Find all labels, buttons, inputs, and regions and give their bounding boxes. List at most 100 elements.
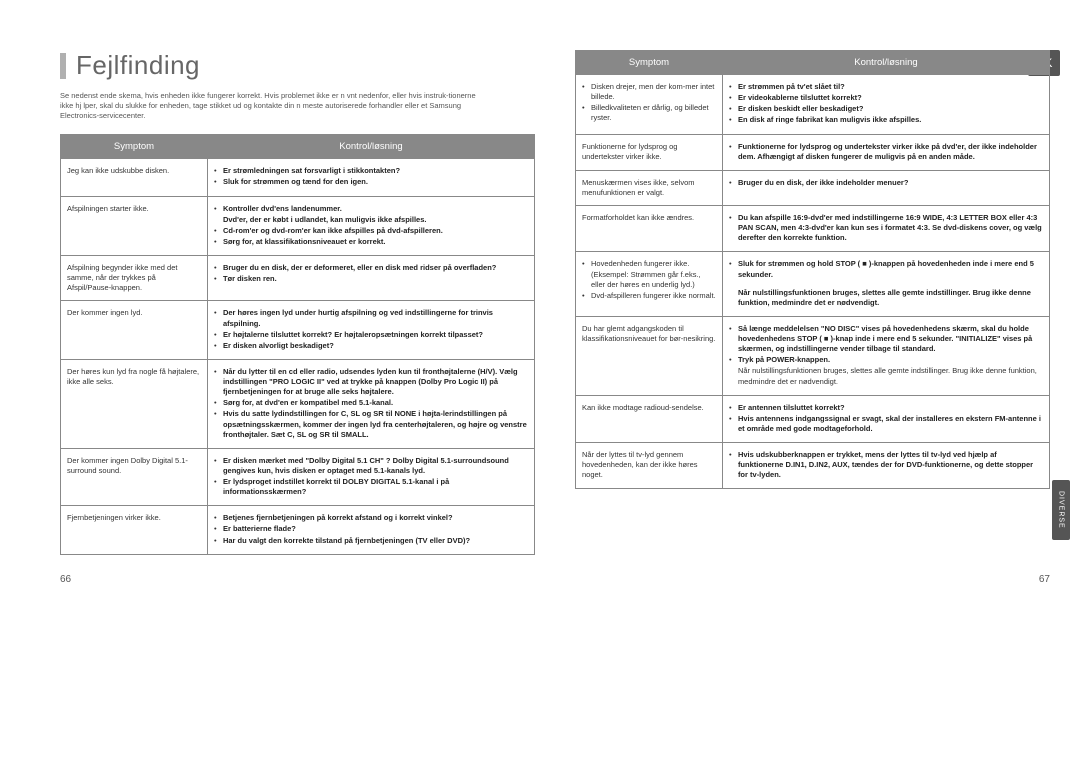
solution-item: Sørg for, at klassifikationsniveauet er … — [214, 237, 528, 247]
solution-cell: Er strømledningen sat forsvarligt i stik… — [207, 159, 534, 196]
solution-item: Tør disken ren. — [214, 274, 528, 284]
table-row: Menuskærmen vises ikke, selvom menufunkt… — [576, 170, 1050, 205]
table-row: Hovedenheden fungerer ikke. (Eksempel: S… — [576, 252, 1050, 317]
page-number-left: 66 — [60, 574, 71, 585]
table-row: Formatforholdet kan ikke ændres.Du kan a… — [576, 206, 1050, 252]
table-row: Funktionerne for lydsprog og undertekste… — [576, 134, 1050, 170]
tbody-left: Jeg kan ikke udskubbe disken. Er strømled… — [61, 159, 535, 554]
solution-item: Har du valgt den korrekte tilstand på fj… — [214, 536, 528, 546]
solution-cell: Er antennen tilsluttet korrekt?Hvis ante… — [722, 395, 1049, 442]
solution-cell: Bruger du en disk, der er deformeret, el… — [207, 256, 534, 301]
title-bar-icon — [60, 53, 66, 79]
solution-cell: Hvis udskubberknappen er trykket, mens d… — [722, 443, 1049, 489]
table-row: Når der lyttes til tv-lyd gennem hoveden… — [576, 443, 1050, 489]
header-solution: Kontrol/løsning — [722, 51, 1049, 75]
symptom-cell: Jeg kan ikke udskubbe disken. — [61, 159, 208, 196]
solution-item: Er batterierne flade? — [214, 524, 528, 534]
symptom-cell: Der høres kun lyd fra nogle få højtalere… — [61, 359, 208, 448]
page-title: Fejlfinding — [76, 50, 200, 81]
troubleshoot-table-left: Symptom Kontrol/løsning Jeg kan ikke uds… — [60, 134, 535, 554]
solution-item: Er højtalerne tilsluttet korrekt? Er høj… — [214, 330, 528, 340]
solution-item: Sørg for, at dvd'en er kompatibel med 5.… — [214, 398, 528, 408]
symptom-cell: Formatforholdet kan ikke ændres. — [576, 206, 723, 252]
solution-item: Er disken mærket med "Dolby Digital 5.1 … — [214, 456, 528, 476]
table-row: Afspilning begynder ikke med det samme, … — [61, 256, 535, 301]
header-symptom: Symptom — [576, 51, 723, 75]
symptom-item: Billedkvaliteten er dårlig, og billedet … — [582, 103, 716, 123]
symptom-cell: Du har glemt adgangskoden til klassifika… — [576, 316, 723, 395]
section-tab: DIVERSE — [1052, 480, 1070, 540]
solution-item: Der høres ingen lyd under hurtig afspiln… — [214, 308, 528, 328]
solution-item: Er disken beskidt eller beskadiget? — [729, 104, 1043, 114]
solution-item: Er antennen tilsluttet korrekt? — [729, 403, 1043, 413]
page-spread: Fejlfinding Se nedenst ende skema, hvis … — [0, 0, 1080, 585]
solution-item: Bruger du en disk, der ikke indeholder m… — [729, 178, 1043, 188]
solution-item: Når nulstillingsfunktionen bruges, slett… — [729, 288, 1043, 308]
solution-item: Er strømmen på tv'et slået til? — [729, 82, 1043, 92]
symptom-cell: Når der lyttes til tv-lyd gennem hoveden… — [576, 443, 723, 489]
solution-cell: Der høres ingen lyd under hurtig afspiln… — [207, 301, 534, 360]
left-page: Fejlfinding Se nedenst ende skema, hvis … — [60, 50, 535, 555]
solution-item: Betjenes fjernbetjeningen på korrekt afs… — [214, 513, 528, 523]
solution-item: Når du lytter til en cd eller radio, uds… — [214, 367, 528, 397]
symptom-cell: Der kommer ingen Dolby Digital 5.1-surro… — [61, 448, 208, 506]
symptom-cell: Hovedenheden fungerer ikke. (Eksempel: S… — [576, 252, 723, 317]
table-row: Der kommer ingen Dolby Digital 5.1-surro… — [61, 448, 535, 506]
symptom-item: Disken drejer, men der kom-mer intet bil… — [582, 82, 716, 102]
solution-item: Dvd'er, der er købt i udlandet, kan muli… — [214, 215, 528, 225]
solution-item: Sluk for strømmen og tænd for den igen. — [214, 177, 528, 187]
solution-cell: Er disken mærket med "Dolby Digital 5.1 … — [207, 448, 534, 506]
solution-cell: Sluk for strømmen og hold STOP ( ■ )-kna… — [722, 252, 1049, 317]
intro-text: Se nedenst ende skema, hvis enheden ikke… — [60, 91, 480, 120]
solution-item: Sluk for strømmen og hold STOP ( ■ )-kna… — [729, 259, 1043, 279]
solution-cell: Når du lytter til en cd eller radio, uds… — [207, 359, 534, 448]
solution-item: Er lydsproget indstillet korrekt til DOL… — [214, 477, 528, 497]
solution-item: Bruger du en disk, der er deformeret, el… — [214, 263, 528, 273]
solution-item: Hvis antennens indgangssignal er svagt, … — [729, 414, 1043, 434]
symptom-cell: Kan ikke modtage radioud-sendelse. — [576, 395, 723, 442]
symptom-item: Dvd-afspilleren fungerer ikke normalt. — [582, 291, 716, 301]
solution-item: Så længe meddelelsen "NO DISC" vises på … — [729, 324, 1043, 354]
symptom-cell: Afspilning begynder ikke med det samme, … — [61, 256, 208, 301]
symptom-cell: Afspilningen starter ikke. — [61, 196, 208, 256]
solution-cell: Betjenes fjernbetjeningen på korrekt afs… — [207, 506, 534, 554]
solution-item: Funktionerne for lydsprog og undertekste… — [729, 142, 1043, 162]
page-number-right: 67 — [1039, 574, 1050, 585]
solution-cell: Er strømmen på tv'et slået til?Er videok… — [722, 75, 1049, 135]
table-row: Der høres kun lyd fra nogle få højtalere… — [61, 359, 535, 448]
solution-item: Når nulstillingsfunktionen bruges, slett… — [729, 366, 1043, 386]
solution-item: Cd-rom'er og dvd-rom'er kan ikke afspill… — [214, 226, 528, 236]
solution-item: Er videokablerne tilsluttet korrekt? — [729, 93, 1043, 103]
header-solution: Kontrol/løsning — [207, 135, 534, 159]
solution-cell: Kontroller dvd'ens landenummer.Dvd'er, d… — [207, 196, 534, 256]
table-row: Afspilningen starter ikke.Kontroller dvd… — [61, 196, 535, 256]
symptom-cell: Funktionerne for lydsprog og undertekste… — [576, 134, 723, 170]
solution-cell: Så længe meddelelsen "NO DISC" vises på … — [722, 316, 1049, 395]
solution-item: Tryk på POWER-knappen. — [729, 355, 1043, 365]
symptom-item: Hovedenheden fungerer ikke. (Eksempel: S… — [582, 259, 716, 289]
table-row: Du har glemt adgangskoden til klassifika… — [576, 316, 1050, 395]
table-row: Kan ikke modtage radioud-sendelse.Er ant… — [576, 395, 1050, 442]
troubleshoot-table-right: Symptom Kontrol/løsning Disken drejer, m… — [575, 50, 1050, 489]
table-row: Disken drejer, men der kom-mer intet bil… — [576, 75, 1050, 135]
right-page: Symptom Kontrol/løsning Disken drejer, m… — [575, 50, 1050, 555]
solution-item: En disk af ringe fabrikat kan muligvis i… — [729, 115, 1043, 125]
solution-item: Du kan afspille 16:9-dvd'er med indstill… — [729, 213, 1043, 243]
tbody-right: Disken drejer, men der kom-mer intet bil… — [576, 75, 1050, 489]
table-row: Der kommer ingen lyd. Der høres ingen lyd… — [61, 301, 535, 360]
header-symptom: Symptom — [61, 135, 208, 159]
solution-cell: Du kan afspille 16:9-dvd'er med indstill… — [722, 206, 1049, 252]
solution-cell: Funktionerne for lydsprog og undertekste… — [722, 134, 1049, 170]
solution-item: Er strømledningen sat forsvarligt i stik… — [214, 166, 528, 176]
symptom-cell: Disken drejer, men der kom-mer intet bil… — [576, 75, 723, 135]
solution-item: Hvis du satte lydindstillingen for C, SL… — [214, 409, 528, 439]
symptom-cell: Fjernbetjeningen virker ikke. — [61, 506, 208, 554]
solution-item: Hvis udskubberknappen er trykket, mens d… — [729, 450, 1043, 480]
table-row: Jeg kan ikke udskubbe disken. Er strømled… — [61, 159, 535, 196]
table-row: Fjernbetjeningen virker ikke. Betjenes fj… — [61, 506, 535, 554]
title-block: Fejlfinding — [60, 50, 535, 81]
symptom-cell: Der kommer ingen lyd. — [61, 301, 208, 360]
solution-item: Er disken alvorligt beskadiget? — [214, 341, 528, 351]
symptom-cell: Menuskærmen vises ikke, selvom menufunkt… — [576, 170, 723, 205]
solution-cell: Bruger du en disk, der ikke indeholder m… — [722, 170, 1049, 205]
